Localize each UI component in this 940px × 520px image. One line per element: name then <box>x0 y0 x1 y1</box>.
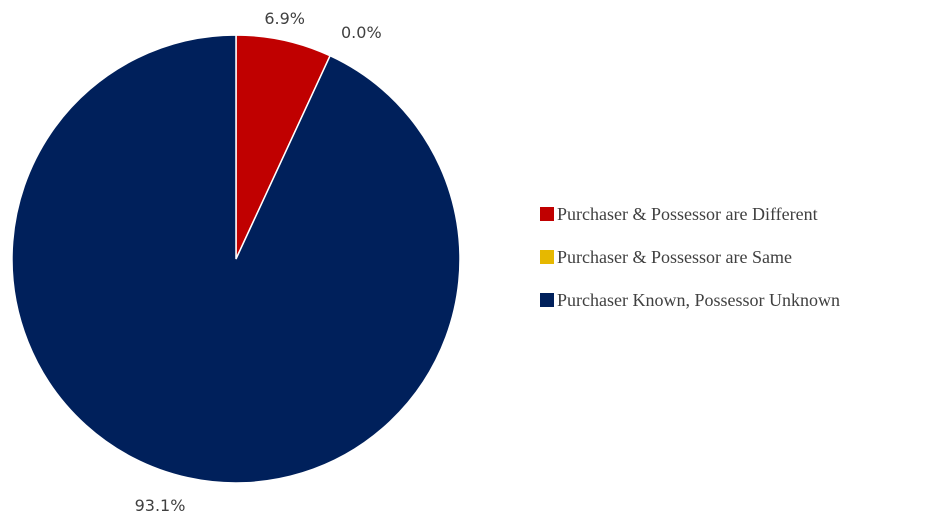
pie-slices <box>11 34 461 484</box>
data-label-1: 6.9% <box>264 9 305 28</box>
data-label-2: 0.0% <box>341 23 382 42</box>
legend-label-1: Purchaser & Possessor are Different <box>557 204 818 224</box>
legend-swatch-2 <box>540 250 554 264</box>
pie-data-labels: 6.9% 0.0% 93.1% <box>135 9 382 515</box>
pie-slice-3 <box>11 34 461 484</box>
legend-swatch-1 <box>540 207 554 221</box>
data-label-3: 93.1% <box>135 496 186 515</box>
legend-label-3: Purchaser Known, Possessor Unknown <box>557 290 840 310</box>
legend: Purchaser & Possessor are Different Purch… <box>540 204 840 310</box>
legend-label-2: Purchaser & Possessor are Same <box>557 247 792 267</box>
legend-swatch-3 <box>540 293 554 307</box>
